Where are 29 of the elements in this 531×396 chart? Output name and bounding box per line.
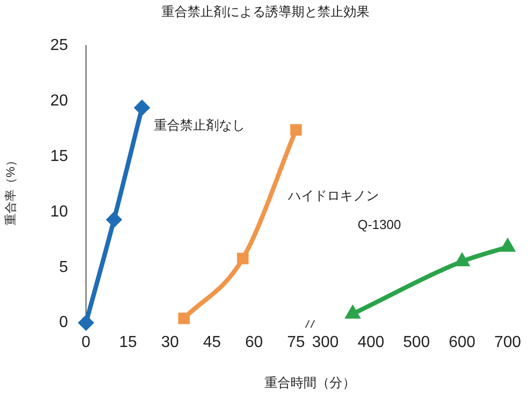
x-tick-label: 75 [287, 334, 305, 351]
x-tick-label: 600 [448, 334, 476, 351]
x-tick-label: 60 [245, 334, 263, 351]
y-tick-label: 20 [50, 92, 68, 110]
point [290, 124, 302, 136]
x-tick-label: 700 [494, 334, 522, 351]
x-tick-label: 45 [203, 334, 221, 351]
x-axis-title: 重合時間（分） [264, 374, 356, 392]
y-axis-title: 重合率（%） [2, 154, 18, 226]
chart-title: 重合禁止剤による誘導期と禁止効果 [160, 3, 370, 21]
y-tick-label: 0 [59, 314, 68, 332]
x-tick-label: 500 [403, 334, 430, 351]
x-tick-label: 300 [312, 334, 339, 351]
y-tick-label: 25 [50, 37, 68, 54]
x-tick-label: 30 [161, 334, 179, 351]
point [134, 100, 150, 115]
point [78, 316, 94, 330]
x-tick-label: 400 [358, 334, 384, 351]
point [237, 252, 249, 264]
text: Q-1300 [358, 216, 402, 232]
series-label: ハイドロキノン [287, 188, 379, 203]
point [106, 212, 122, 227]
x-tick-label: 15 [119, 334, 137, 351]
y-tick-label: 5 [59, 258, 68, 276]
y-tick-label: 10 [50, 203, 68, 220]
point [178, 312, 190, 324]
series-label: 重合禁止剤なし [154, 118, 245, 133]
y-tick-label: 15 [50, 148, 68, 165]
x-tick-label: 0 [82, 334, 91, 351]
